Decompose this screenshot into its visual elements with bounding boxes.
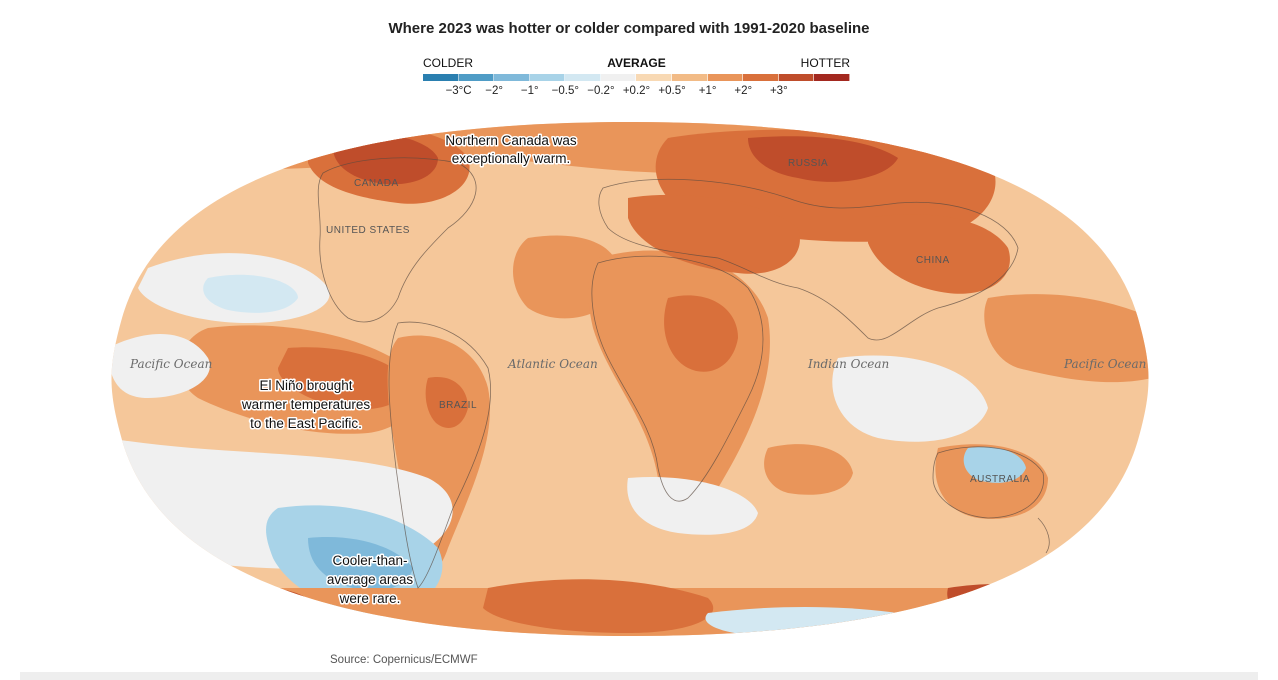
annotation-canada-line2: exceptionally warm. [452,151,571,166]
legend-colder-label: COLDER [423,56,474,70]
legend-swatch [814,74,850,81]
legend-swatch [565,74,601,81]
legend-swatch [707,74,744,81]
annotation-cooler: Cooler-than- average areas were rare. [325,552,415,608]
ocean-label-atlantic: Atlantic Ocean [507,357,598,371]
legend-swatch [458,74,495,81]
ocean-label-pacific-west: Pacific Ocean [129,357,212,371]
color-legend: COLDER AVERAGE HOTTER −3°C −2° −1° −0.5° −0.… [423,56,850,99]
legend-tick-label: +1° [698,85,717,97]
country-label-canada: CANADA [354,178,399,189]
country-label-united-states: UNITED STATES [326,225,410,236]
map-title: Where 2023 was hotter or colder compared… [388,20,870,37]
annotation-canada-line1: Northern Canada was [445,133,577,148]
legend-swatch [423,74,459,81]
annotation-cooler-line1: Cooler-than- [332,553,407,568]
annotation-canada: Northern Canada was exceptionally warm. [444,132,579,168]
legend-tick-label: −2° [485,85,504,97]
legend-swatch [494,74,530,81]
bottom-strip [20,672,1258,680]
country-label-brazil: BRAZIL [439,400,477,411]
legend-tick-label: −1° [520,85,539,97]
legend-tick-label: −3°C [445,85,472,97]
ocean-label-pacific-east: Pacific Ocean [1063,357,1146,371]
legend-swatch [743,74,779,81]
legend-swatch [636,74,673,81]
legend-swatch [600,74,637,81]
ocean-label-indian: Indian Ocean [807,357,889,371]
legend-tick-label: +0.2° [622,85,651,97]
legend-tick-label: −0.2° [587,85,615,97]
world-map: Pacific Ocean Atlantic Ocean Indian Ocea… [108,118,1152,640]
annotation-elnino-line3: to the East Pacific. [250,416,362,431]
annotation-el-nino: El Niño brought warmer temperatures to t… [239,377,372,433]
legend-swatch [529,74,566,81]
annotation-elnino-line1: El Niño brought [259,378,352,393]
annotation-cooler-line2: average areas [327,572,414,587]
map-svg: Pacific Ocean Atlantic Ocean Indian Ocea… [111,122,1149,636]
legend-tick-label: +0.5° [658,85,686,97]
legend-color-bar [423,74,850,81]
legend-ticks: −3°C −2° −1° −0.5° −0.2° +0.2° +0.5° +1° +2° +3° [423,83,850,99]
annotation-cooler-line3: were rare. [339,591,401,606]
annotation-elnino-line2: warmer temperatures [241,397,371,412]
source-credit: Source: Copernicus/ECMWF [330,654,478,666]
legend-hotter-label: HOTTER [800,56,850,70]
legend-tick-label: −0.5° [551,85,579,97]
country-label-china: CHINA [916,255,950,266]
legend-swatch [778,74,815,81]
legend-tick-label: +2° [734,85,753,97]
country-label-russia: RUSSIA [788,158,828,169]
legend-tick-label: +3° [769,85,788,97]
legend-swatch [672,74,708,81]
legend-average-label: AVERAGE [607,56,666,70]
coastlines [317,157,1050,589]
country-label-australia: AUSTRALIA [970,474,1030,485]
